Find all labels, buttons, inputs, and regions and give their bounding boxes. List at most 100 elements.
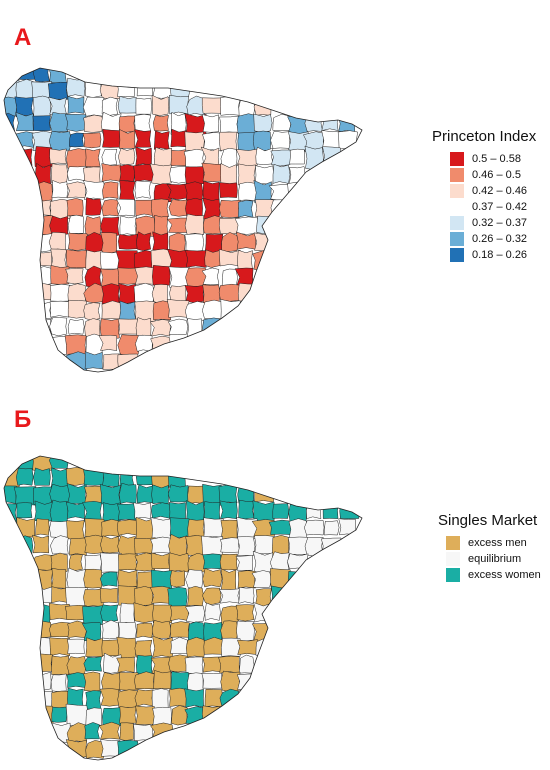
- princeton-index-region: [253, 113, 273, 133]
- princeton-index-region: [84, 77, 102, 98]
- princeton-index-legend-swatch: [450, 247, 464, 262]
- singles-market-region: [201, 672, 222, 689]
- princeton-index-region: [4, 112, 16, 132]
- singles-market-region: [66, 656, 87, 675]
- princeton-index-region: [252, 130, 272, 151]
- singles-market-region: [220, 568, 237, 592]
- princeton-index-region: [101, 300, 123, 320]
- singles-market-region: [117, 569, 138, 588]
- singles-market-region: [66, 672, 87, 688]
- princeton-index-region: [51, 180, 69, 198]
- singles-market-region: [151, 502, 171, 519]
- princeton-index-region: [102, 181, 119, 199]
- princeton-index-region: [167, 318, 189, 335]
- princeton-index-region: [66, 249, 87, 268]
- singles-market-legend-title: Singles Market: [438, 512, 538, 529]
- singles-market-region: [204, 602, 221, 621]
- singles-market-region: [185, 605, 205, 623]
- princeton-index-region: [84, 351, 103, 370]
- princeton-index-legend-label: 0.37 – 0.42: [472, 200, 528, 213]
- singles-market-legend: Singles Market excess men equilibrium exce…: [438, 512, 541, 583]
- singles-market-region: [136, 654, 153, 675]
- princeton-index-region: [201, 114, 220, 133]
- singles-market-region: [218, 588, 240, 604]
- princeton-index-region: [82, 132, 102, 149]
- singles-market-region: [304, 519, 325, 536]
- singles-market-region: [116, 636, 137, 659]
- singles-market-region: [202, 587, 222, 605]
- singles-market-region: [251, 622, 272, 643]
- princeton-index-region: [152, 265, 171, 286]
- singles-market-legend-label: equilibrium: [468, 552, 522, 565]
- singles-market-region: [49, 483, 71, 503]
- princeton-index-region: [101, 163, 123, 182]
- princeton-index-region: [253, 232, 272, 252]
- princeton-index-region: [100, 217, 120, 238]
- princeton-index-region: [69, 132, 84, 148]
- singles-market-region: [219, 500, 238, 520]
- princeton-index-legend-item: 0.37 – 0.42: [450, 199, 536, 214]
- princeton-index-region: [85, 232, 104, 253]
- singles-market-region: [220, 519, 238, 540]
- princeton-index-region: [66, 181, 86, 199]
- princeton-index-region: [67, 214, 85, 234]
- singles-market-region: [51, 567, 67, 589]
- singles-market-region: [66, 520, 85, 540]
- singles-market-region: [133, 602, 155, 623]
- princeton-index-region: [153, 130, 170, 150]
- singles-market-region: [168, 533, 188, 556]
- singles-market-region: [16, 502, 33, 519]
- singles-market-region: [65, 501, 85, 519]
- princeton-index-region: [153, 146, 172, 168]
- princeton-index-region: [219, 131, 238, 151]
- princeton-index-region: [67, 318, 85, 335]
- princeton-index-region: [66, 198, 84, 217]
- princeton-index-legend-item: 0.26 – 0.32: [450, 231, 536, 246]
- princeton-index-legend-label: 0.42 – 0.46: [472, 184, 528, 197]
- singles-market-region: [251, 570, 272, 588]
- singles-market-region: [235, 604, 255, 622]
- princeton-index-region: [100, 232, 118, 254]
- singles-market-region: [151, 552, 170, 570]
- princeton-index-region: [119, 300, 137, 321]
- singles-market-region: [171, 705, 188, 726]
- princeton-index-region: [118, 147, 136, 166]
- singles-market-region: [16, 467, 34, 486]
- singles-market-region: [167, 484, 189, 503]
- princeton-index-region: [270, 149, 291, 167]
- singles-market-region: [185, 637, 206, 658]
- princeton-index-region: [83, 180, 106, 200]
- singles-market-legend-item: equilibrium: [446, 551, 541, 566]
- princeton-index-region: [166, 299, 190, 318]
- princeton-index-region: [85, 197, 102, 216]
- singles-market-region: [219, 537, 241, 553]
- princeton-index-region: [186, 95, 205, 116]
- singles-market-region: [135, 705, 156, 725]
- princeton-index-region: [202, 197, 221, 220]
- princeton-index-region: [168, 94, 189, 115]
- singles-market-region: [99, 484, 122, 506]
- singles-market-region: [134, 639, 153, 658]
- singles-market-region: [101, 672, 121, 692]
- princeton-index-region: [202, 132, 224, 152]
- princeton-index-region: [201, 97, 222, 114]
- princeton-index-region: [238, 181, 258, 201]
- princeton-index-region: [256, 215, 275, 234]
- singles-market-region: [33, 653, 53, 672]
- princeton-index-region: [152, 231, 169, 252]
- singles-market-region: [167, 587, 188, 609]
- singles-market-region: [338, 518, 356, 536]
- princeton-index-region: [117, 334, 141, 357]
- singles-market-region: [268, 519, 293, 535]
- princeton-index-region: [169, 232, 186, 253]
- princeton-index-region: [202, 317, 223, 339]
- princeton-index-region: [117, 267, 139, 285]
- singles-market-region: [270, 568, 291, 589]
- princeton-index-legend-label: 0.26 – 0.32: [472, 232, 528, 245]
- princeton-index-region: [136, 231, 152, 251]
- singles-market-region: [32, 604, 51, 624]
- princeton-index-region: [135, 97, 152, 115]
- princeton-index-region: [101, 96, 118, 116]
- singles-market-region: [151, 484, 169, 505]
- princeton-index-legend-swatch: [450, 151, 464, 166]
